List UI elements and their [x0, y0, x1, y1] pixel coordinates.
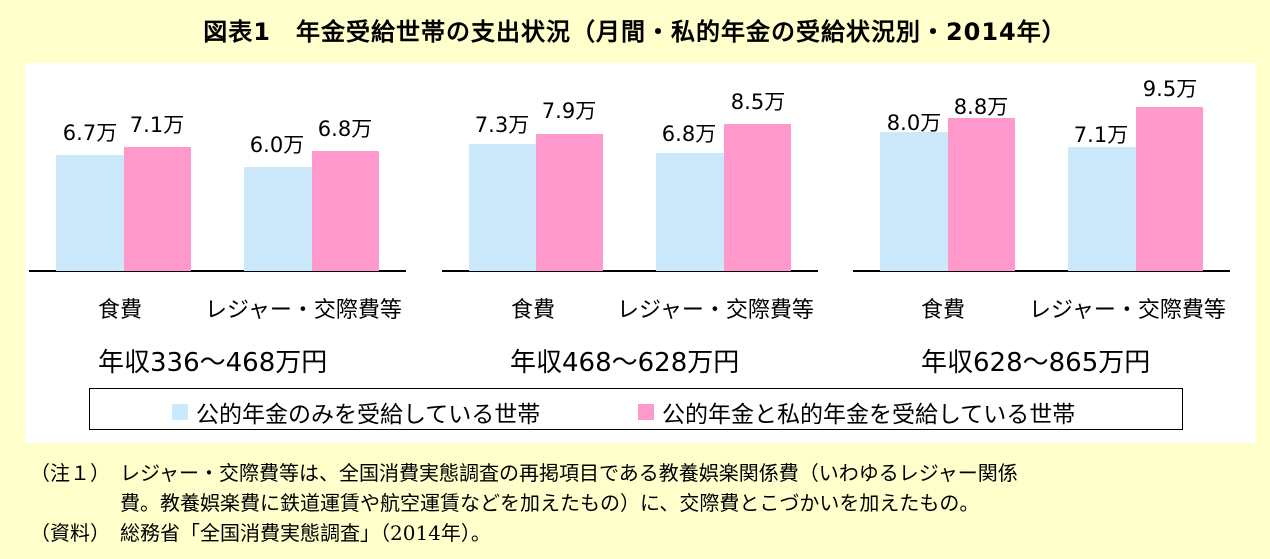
source-note: （資料） 総務省「全国消費実態調査」（2014年）。 [30, 518, 1018, 548]
legend-swatch-pink-icon [638, 404, 654, 420]
value-label: 9.5万 [1142, 77, 1198, 101]
value-label: 7.9万 [541, 99, 597, 123]
footnotes: （注１） レジャー・交際費等は、全国消費実態調査の再掲項目である教養娯楽関係費（… [30, 458, 1018, 548]
bar-g3-food-public-only [880, 132, 948, 271]
bar-g2-food-public-private [536, 134, 603, 271]
value-label: 8.5万 [730, 90, 786, 114]
bar-g2-leisure-public-private [724, 124, 791, 271]
x-axis-group-1 [29, 270, 406, 272]
value-label: 8.8万 [953, 95, 1009, 119]
source-tag: （資料） [30, 521, 110, 545]
x-axis-group-2 [442, 270, 818, 272]
bar-g1-food-public-only [56, 155, 124, 271]
bar-g2-food-public-only [469, 144, 536, 271]
bar-g3-food-public-private [948, 118, 1015, 271]
bar-g1-food-public-private [124, 147, 191, 271]
note-1-line-1: レジャー・交際費等は、全国消費実態調査の再掲項目である教養娯楽関係費（いわゆるレ… [120, 461, 1018, 485]
note-1-tag: （注１） [30, 461, 110, 485]
category-label: 食費 [98, 298, 143, 323]
value-label: 7.1万 [1073, 123, 1129, 147]
legend-label: 公的年金と私的年金を受給している世帯 [662, 402, 1076, 428]
value-label: 6.7万 [62, 121, 118, 145]
bar-g3-leisure-public-private [1136, 107, 1203, 271]
category-label: 食費 [511, 298, 556, 323]
chart-legend: 公的年金のみを受給している世帯 公的年金と私的年金を受給している世帯 [89, 388, 1183, 430]
value-label: 7.3万 [474, 113, 530, 137]
income-group-label: 年収628～865万円 [921, 348, 1151, 378]
income-group-label: 年収468～628万円 [510, 348, 740, 378]
value-label: 6.8万 [661, 122, 717, 146]
category-label: レジャー・交際費等 [1029, 298, 1226, 323]
value-label: 8.0万 [886, 111, 942, 135]
bar-g1-leisure-public-private [312, 151, 379, 271]
income-group-label: 年収336～468万円 [98, 348, 328, 378]
bar-g1-leisure-public-only [244, 167, 312, 271]
value-label: 6.0万 [249, 133, 305, 157]
legend-swatch-blue-icon [172, 404, 188, 420]
legend-item-public-only: 公的年金のみを受給している世帯 [172, 395, 540, 429]
chart-title: 図表1 年金受給世帯の支出状況（月間・私的年金の受給状況別・2014年） [203, 18, 1067, 46]
bar-g2-leisure-public-only [656, 153, 724, 271]
source-text: 総務省「全国消費実態調査」（2014年）。 [120, 521, 491, 545]
value-label: 6.8万 [317, 117, 373, 141]
legend-item-public-private: 公的年金と私的年金を受給している世帯 [638, 395, 1075, 429]
note-1: （注１） レジャー・交際費等は、全国消費実態調査の再掲項目である教養娯楽関係費（… [30, 458, 1018, 488]
x-axis-group-3 [853, 270, 1230, 272]
bar-g3-leisure-public-only [1068, 147, 1136, 271]
note-1-line-2: 費。教養娯楽費に鉄道運賃や航空運賃などを加えたもの）に、交際費とこづかいを加えた… [120, 491, 980, 515]
value-label: 7.1万 [129, 113, 185, 137]
category-label: レジャー・交際費等 [617, 298, 814, 323]
category-label: レジャー・交際費等 [205, 298, 402, 323]
chart-panel: 6.7万 7.1万 6.0万 6.8万 食費 レジャー・交際費等 年収336～4… [25, 63, 1256, 443]
category-label: 食費 [921, 298, 966, 323]
legend-label: 公的年金のみを受給している世帯 [196, 402, 541, 428]
